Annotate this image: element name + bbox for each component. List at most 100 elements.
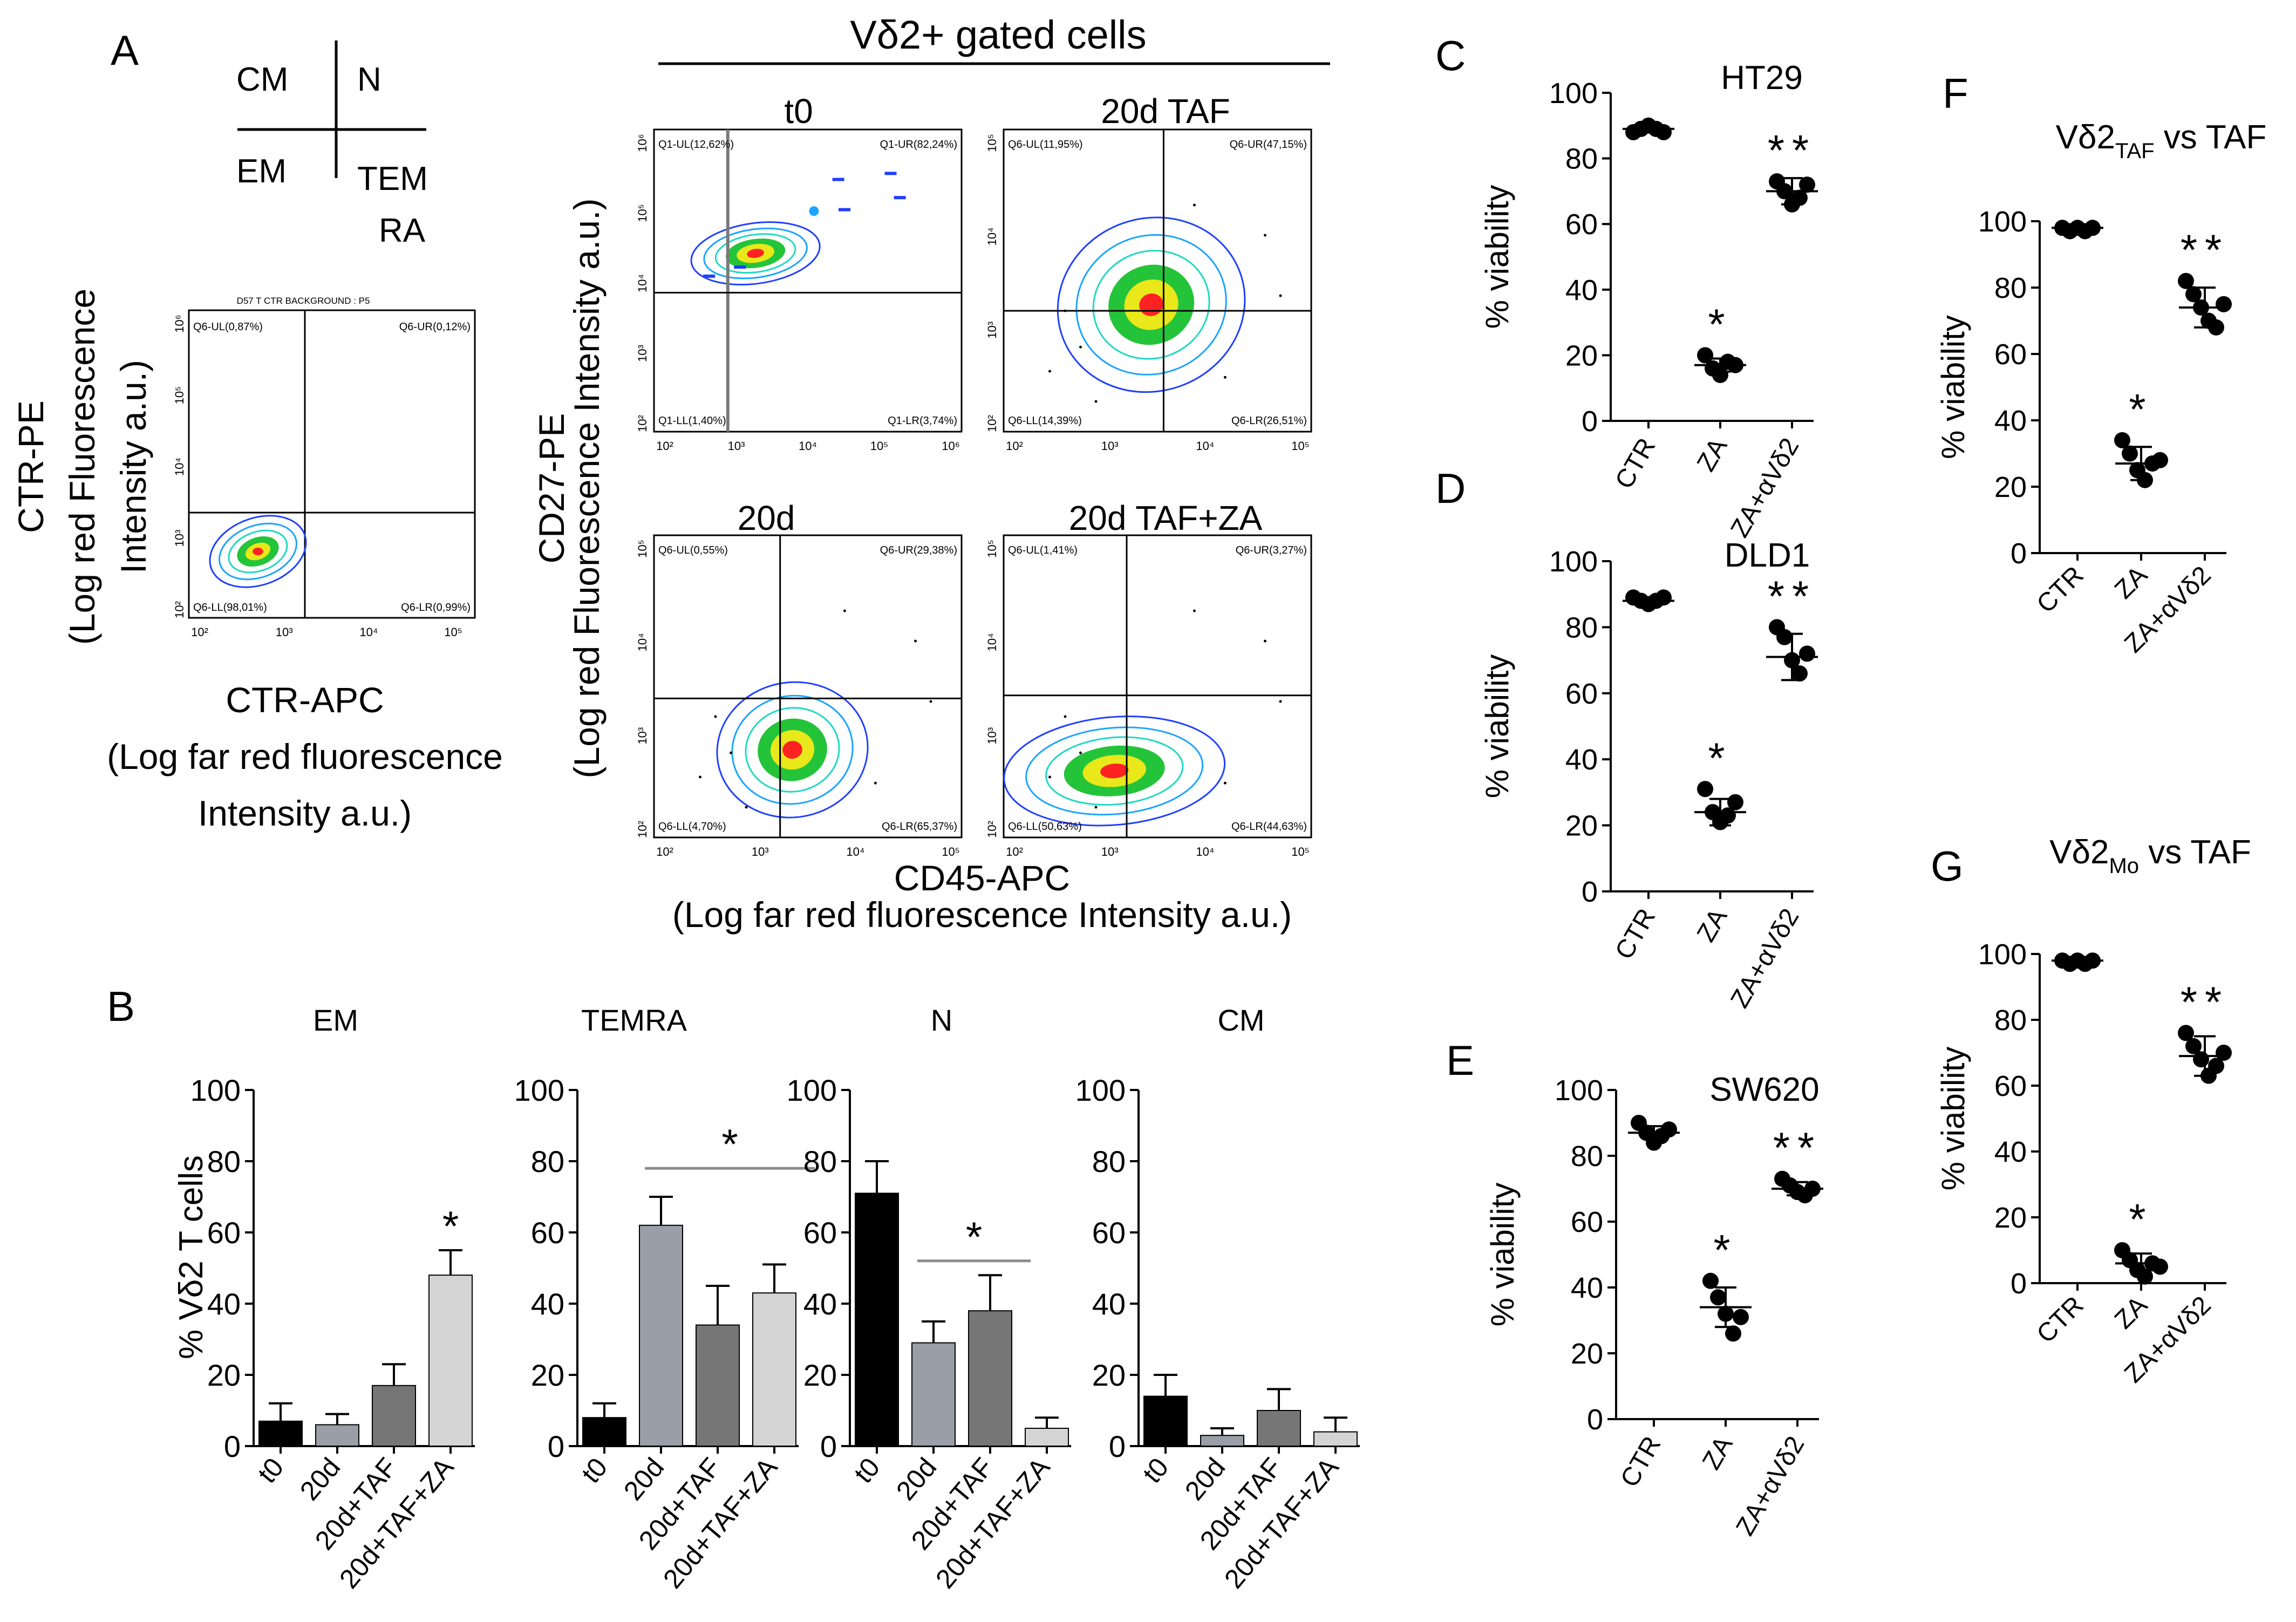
panel-label-c: C: [1435, 32, 1466, 79]
y-tick-label: 20: [1565, 810, 1598, 842]
panel-label-f: F: [1943, 70, 1968, 117]
quadrant-ur-label: Q1-UR(82,24%): [880, 139, 957, 151]
flow-plot-title: 20d TAF: [1101, 92, 1230, 131]
y-tick-label: 10⁶: [173, 315, 186, 333]
title-subscript: Mo: [2109, 854, 2139, 878]
y-tick-label: 60: [207, 1216, 241, 1250]
y-tick-label: 80: [531, 1144, 564, 1178]
y-tick-label: 80: [1994, 1004, 2027, 1037]
y-tick-label: 20: [1994, 1202, 2027, 1234]
y-tick-label: 10⁴: [985, 633, 999, 651]
panel-label-e: E: [1446, 1037, 1474, 1084]
ctr-q-ul: Q6-UL(0,87%): [193, 321, 263, 333]
x-tick-label: CTR: [2032, 561, 2089, 618]
y-tick-label: 100: [1549, 546, 1598, 578]
chart-title: CM: [1217, 1003, 1264, 1037]
x-tick-label: 10⁶: [942, 439, 960, 453]
quadrant-lr-label: Q6-LR(26,51%): [1231, 415, 1307, 427]
data-point: [1727, 794, 1743, 810]
contour-ring: [209, 515, 307, 588]
x-tick-label: 20d: [1179, 1452, 1231, 1506]
grid-xlabel-line1: CD45-APC: [894, 858, 1070, 898]
quadrant-ul-label: Q1-UL(12,62%): [658, 139, 734, 151]
event-dot: [1064, 715, 1067, 718]
x-tick-label: t0: [848, 1452, 886, 1489]
y-tick-label: 100: [1555, 1074, 1603, 1107]
flow-plot-frame: [1003, 534, 1312, 839]
x-tick-label: 10²: [656, 845, 673, 858]
contour-ring: [1003, 715, 1226, 827]
quadrant-lr-label: Q6-LR(44,63%): [1231, 821, 1307, 833]
quadrant-ll-label: Q6-LL(50,63%): [1008, 821, 1082, 833]
y-tick-label: 10³: [636, 345, 649, 362]
legend-ra: RA: [379, 212, 426, 249]
significance-star: *: [1708, 734, 1732, 782]
chart-title: HT29: [1721, 59, 1803, 97]
x-tick-label: ZA: [2109, 561, 2153, 604]
legend-cm: CM: [236, 61, 288, 98]
bar: [428, 1275, 473, 1447]
y-tick-label: 100: [1978, 206, 2027, 238]
data-point: [1791, 665, 1808, 682]
data-point: [2216, 1045, 2232, 1061]
panel-label-a: A: [111, 26, 139, 74]
event-dot: [1223, 781, 1227, 785]
y-tick-label: 40: [531, 1287, 564, 1321]
event-dot: [1048, 775, 1051, 779]
ctr-q-lr: Q6-LR(0,99%): [401, 602, 471, 614]
gated-cells-title: Vδ2+ gated cells: [850, 12, 1146, 57]
event-dot: [1193, 609, 1196, 612]
bar: [1200, 1435, 1244, 1447]
data-point: [2152, 1258, 2168, 1275]
chart-title: DLD1: [1725, 537, 1810, 574]
grid-x-axis-label: CD45-APC (Log far red fluorescence Inten…: [672, 858, 1292, 935]
data-point: [2122, 445, 2138, 462]
y-axis-label: % viability: [1484, 1183, 1521, 1327]
y-tick-label: 10²: [985, 821, 999, 838]
contour-fragment: [894, 196, 906, 200]
bar: [582, 1417, 626, 1447]
data-point: [1776, 629, 1793, 645]
x-tick-label: 10⁴: [846, 845, 864, 858]
y-tick-label: 100: [1549, 77, 1598, 110]
y-tick-label: 10⁵: [173, 386, 186, 405]
dot-plot-e: SW620 0 20 40 60 80 100 % viability CTR ZA * ZA+αVδ…: [1484, 1071, 1823, 1541]
y-axis-label: % viability: [1479, 655, 1515, 799]
grid-ylabel-line2: (Log red Fluorescence Intensity a.u.): [567, 199, 607, 779]
x-tick-label: ZA: [1692, 904, 1733, 947]
ctr-y-axis-label: CTR-PE (Log red Fluorescence Intensity a…: [11, 289, 153, 645]
bar: [315, 1424, 359, 1447]
y-tick-label: 0: [548, 1429, 564, 1463]
data-point: [2208, 1058, 2224, 1074]
x-tick-label: 10³: [1101, 439, 1119, 453]
bar: [1313, 1431, 1358, 1447]
title-suffix: vs TAF: [2139, 834, 2251, 871]
dot-plot-d: DLD1 0 20 40 60 80 100 % viability CTR ZA * ZA+αVδ2…: [1479, 537, 1818, 1013]
y-tick-label: 10⁴: [173, 458, 186, 476]
x-tick-label: 20d: [890, 1452, 943, 1506]
x-tick-label: 10⁴: [1196, 439, 1214, 453]
ctr-xlabel-line1: CTR-APC: [226, 680, 384, 720]
dot-plot-f: Vδ2TAF vs TAF 0 20 40 60 80 100 % viability CTR Z…: [1935, 119, 2266, 658]
y-tick-label: 40: [1571, 1272, 1603, 1304]
x-tick-label: ZA+αVδ2: [1725, 433, 1804, 542]
y-tick-label: 10⁵: [636, 204, 649, 222]
panel-label-d: D: [1435, 465, 1466, 512]
contour-ring: [745, 707, 840, 793]
data-point: [2193, 1051, 2209, 1068]
contour-ring: [747, 249, 764, 258]
x-tick-label: CTR: [2032, 1291, 2089, 1348]
y-tick-label: 0: [1582, 405, 1598, 438]
significance-star: *: [442, 1202, 459, 1250]
legend-tem: TEM: [357, 160, 428, 197]
data-point: [1697, 781, 1713, 798]
ctr-contour-population: [209, 515, 307, 588]
y-tick-label: 60: [1565, 678, 1598, 710]
bar: [911, 1342, 956, 1447]
ctr-flow-plot: D57 T CTR BACKGROUND : P5 Q6-UL(0,87%) Q…: [173, 296, 476, 639]
y-tick-label: 80: [1092, 1144, 1126, 1178]
event-dot: [1264, 234, 1266, 237]
legend-em: EM: [236, 153, 287, 190]
significance-star: *: [721, 1120, 738, 1168]
